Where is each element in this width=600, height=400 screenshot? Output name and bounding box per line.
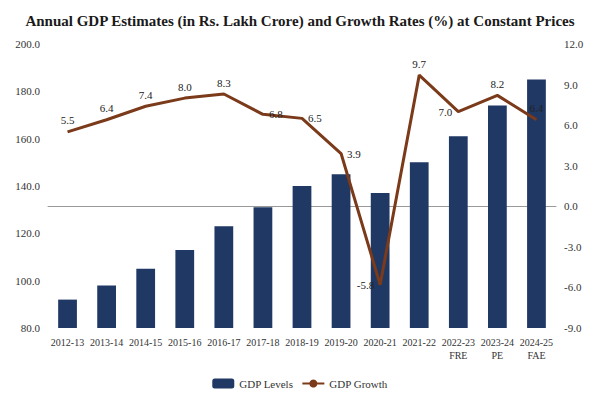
svg-text:2016-17: 2016-17 bbox=[207, 337, 240, 348]
svg-text:2013-14: 2013-14 bbox=[90, 337, 123, 348]
svg-text:2012-13: 2012-13 bbox=[51, 337, 84, 348]
svg-text:-9.0: -9.0 bbox=[564, 322, 582, 334]
svg-text:5.5: 5.5 bbox=[61, 114, 75, 126]
svg-text:-3.0: -3.0 bbox=[564, 241, 582, 253]
svg-text:8.0: 8.0 bbox=[178, 81, 192, 93]
svg-text:7.4: 7.4 bbox=[139, 89, 153, 101]
svg-text:8.3: 8.3 bbox=[217, 77, 231, 89]
svg-text:8.2: 8.2 bbox=[491, 78, 505, 90]
svg-text:6.8: 6.8 bbox=[269, 108, 283, 120]
svg-text:2017-18: 2017-18 bbox=[246, 337, 279, 348]
svg-text:9.7: 9.7 bbox=[412, 58, 426, 70]
svg-text:2015-16: 2015-16 bbox=[168, 337, 201, 348]
svg-text:2021-22: 2021-22 bbox=[403, 337, 436, 348]
svg-text:160.0: 160.0 bbox=[15, 133, 40, 145]
svg-text:12.0: 12.0 bbox=[564, 38, 584, 50]
svg-text:3.9: 3.9 bbox=[347, 148, 361, 160]
svg-text:3.0: 3.0 bbox=[564, 160, 578, 172]
svg-text:-5.8: -5.8 bbox=[357, 279, 375, 291]
svg-text:140.0: 140.0 bbox=[15, 180, 40, 192]
svg-text:6.5: 6.5 bbox=[308, 112, 322, 124]
svg-text:-6.0: -6.0 bbox=[564, 281, 582, 293]
svg-text:2018-19: 2018-19 bbox=[285, 337, 318, 348]
svg-text:6.0: 6.0 bbox=[564, 119, 578, 131]
svg-text:7.0: 7.0 bbox=[439, 106, 453, 118]
svg-text:6.4: 6.4 bbox=[530, 102, 544, 114]
svg-text:FRE: FRE bbox=[449, 350, 467, 361]
svg-text:GDP Growth: GDP Growth bbox=[329, 378, 387, 390]
svg-text:2024-25: 2024-25 bbox=[520, 337, 553, 348]
svg-text:9.0: 9.0 bbox=[564, 79, 578, 91]
svg-text:6.4: 6.4 bbox=[100, 102, 114, 114]
svg-text:2014-15: 2014-15 bbox=[129, 337, 162, 348]
svg-text:120.0: 120.0 bbox=[15, 227, 40, 239]
svg-text:100.0: 100.0 bbox=[15, 275, 40, 287]
svg-text:180.0: 180.0 bbox=[15, 85, 40, 97]
svg-text:FAE: FAE bbox=[527, 350, 545, 361]
svg-text:PE: PE bbox=[492, 350, 504, 361]
svg-text:Annual GDP Estimates (in Rs. L: Annual GDP Estimates (in Rs. Lakh Crore)… bbox=[25, 13, 574, 30]
svg-text:2020-21: 2020-21 bbox=[363, 337, 396, 348]
svg-text:0.0: 0.0 bbox=[564, 200, 578, 212]
svg-text:GDP Levels: GDP Levels bbox=[239, 378, 293, 390]
svg-text:2023-24: 2023-24 bbox=[481, 337, 514, 348]
svg-text:2022-23: 2022-23 bbox=[442, 337, 475, 348]
svg-text:200.0: 200.0 bbox=[15, 38, 40, 50]
svg-text:2019-20: 2019-20 bbox=[324, 337, 357, 348]
svg-text:80.0: 80.0 bbox=[21, 322, 41, 334]
